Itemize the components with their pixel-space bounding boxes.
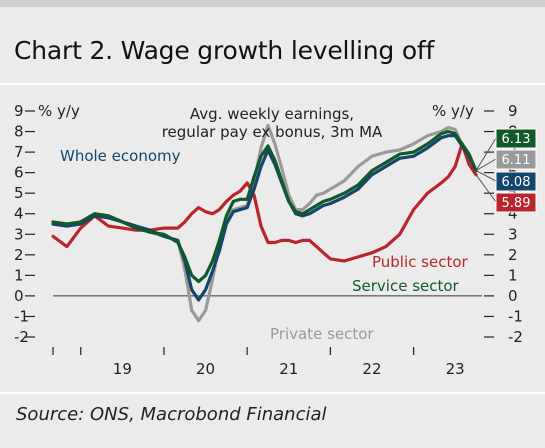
y-tick-label-right: -2 (508, 328, 523, 346)
y-tick-label-left: 2 (14, 246, 24, 264)
end-value-badge-service (495, 128, 537, 149)
y-unit-right: % y/y (432, 102, 474, 120)
value-connector-public (475, 174, 497, 203)
y-tick-label-left: -1 (14, 307, 29, 325)
y-tick-label-right: 2 (508, 246, 518, 264)
label-private-sector: Private sector (270, 325, 374, 343)
y-tick-label-right: 4 (508, 205, 518, 223)
y-tick-label-left: 0 (14, 287, 24, 305)
y-tick-label-left: 9 (14, 102, 24, 120)
y-tick-label-right: -1 (508, 307, 523, 325)
y-tick-label-right: 1 (508, 266, 518, 284)
label-whole-economy: Whole economy (60, 147, 181, 165)
label-service-sector: Service sector (352, 277, 460, 295)
y-tick-label-right: 0 (508, 287, 518, 305)
end-value-badge-whole (495, 171, 537, 192)
end-value-text-whole: 6.08 (502, 175, 531, 190)
x-tick-label: 19 (113, 360, 132, 378)
end-value-badge-public (495, 192, 537, 213)
chart-title: Chart 2. Wage growth levelling off (14, 36, 435, 65)
y-unit-left: % y/y (38, 102, 80, 120)
end-value-text-private: 6.11 (502, 153, 531, 168)
value-connector-service (475, 137, 497, 171)
y-tick-label-left: 3 (14, 225, 24, 243)
series-line-public (51, 142, 478, 263)
y-tick-label-right: 3 (508, 225, 518, 243)
end-value-badge-private (495, 149, 537, 170)
y-tick-label-left: 4 (14, 205, 24, 223)
value-connector-private (475, 158, 497, 172)
top-rule (0, 0, 545, 7)
title-separator (0, 83, 545, 85)
y-tick-label-left: 6 (14, 164, 24, 182)
x-tick-label: 20 (196, 360, 215, 378)
y-tick-label-left: -2 (14, 328, 29, 346)
x-tick-label: 22 (362, 360, 381, 378)
source-separator (0, 392, 545, 394)
x-tick-label: 21 (279, 360, 298, 378)
y-tick-label-right: 9 (508, 102, 518, 120)
series-line-service (51, 129, 478, 284)
y-tick-label-left: 7 (14, 143, 24, 161)
end-value-text-public: 5.89 (502, 196, 531, 211)
label-public-sector: Public sector (372, 253, 469, 271)
y-tick-label-left: 8 (14, 123, 24, 141)
value-connector-whole (475, 170, 497, 182)
annotation-line-2: regular pay ex bonus, 3m MA (162, 123, 383, 141)
annotation-line-1: Avg. weekly earnings, (190, 105, 354, 123)
end-value-text-service: 6.13 (502, 132, 531, 147)
x-tick-label: 23 (446, 360, 465, 378)
y-tick-label-left: 5 (14, 184, 24, 202)
source-note: Source: ONS, Macrobond Financial (16, 404, 327, 425)
y-tick-label-left: 1 (14, 266, 24, 284)
